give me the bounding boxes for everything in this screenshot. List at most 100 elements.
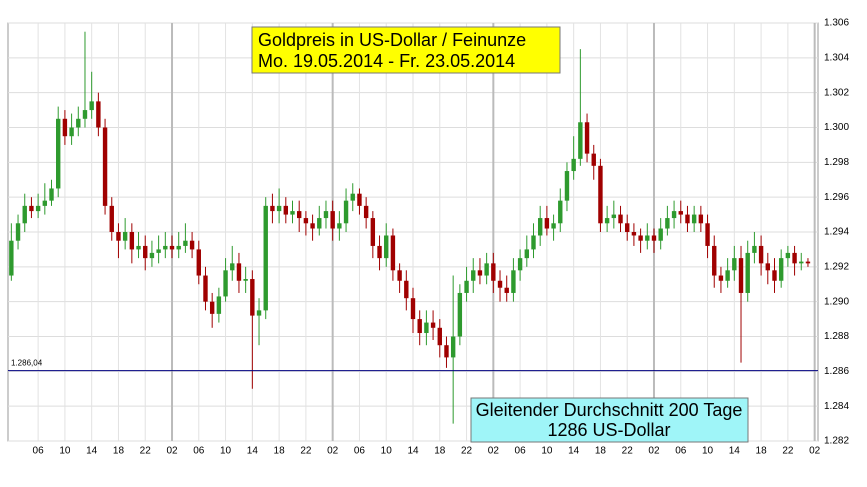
candle-body <box>69 127 74 137</box>
candle-body <box>89 101 94 111</box>
candle-body <box>785 252 791 259</box>
candle-body <box>357 193 362 206</box>
y-tick-label: 1.302 <box>824 87 849 98</box>
x-tick-label: 14 <box>568 446 580 457</box>
candle-body <box>738 258 744 293</box>
candle-body <box>544 218 550 229</box>
candle-body <box>270 205 275 212</box>
x-tick-label: 10 <box>541 446 553 457</box>
candle-body <box>343 200 349 224</box>
candle-body <box>457 292 463 337</box>
candle-body <box>484 263 489 276</box>
candle-body <box>665 218 670 229</box>
title-box <box>251 26 561 74</box>
candle-body <box>35 205 41 212</box>
x-tick-label: 06 <box>354 446 366 457</box>
candle-body <box>524 249 530 259</box>
candle-body <box>732 258 737 271</box>
candle-body <box>143 245 148 259</box>
x-tick-label: 22 <box>782 446 794 457</box>
x-tick-label: 18 <box>274 446 286 457</box>
x-tick-label: 02 <box>166 446 178 457</box>
x-tick-label: 14 <box>407 446 419 457</box>
candle-body <box>604 218 610 224</box>
candle-body <box>752 245 757 253</box>
candle-body <box>350 193 355 201</box>
candle-body <box>625 223 630 232</box>
x-tick-label: 02 <box>648 446 660 457</box>
x-tick-label: 22 <box>461 446 473 457</box>
candle-body <box>658 228 663 241</box>
candle-body <box>404 280 409 299</box>
candle-body <box>671 211 677 219</box>
y-tick-label: 1.292 <box>824 261 849 272</box>
x-tick-label: 10 <box>59 446 71 457</box>
x-tick-label: 06 <box>193 446 205 457</box>
candle-body <box>799 261 804 264</box>
candle-body <box>243 279 248 281</box>
candle-body <box>638 235 643 241</box>
candle-body <box>471 270 476 281</box>
candle-body <box>102 127 108 206</box>
candle-body <box>698 214 704 224</box>
candle-body <box>578 122 583 159</box>
candle-body <box>216 296 222 314</box>
candle-body <box>571 158 576 172</box>
candle-body <box>564 171 570 201</box>
candle-body <box>323 211 329 219</box>
candle-body <box>678 211 683 215</box>
candle-body <box>9 240 14 276</box>
candle-body <box>136 245 141 250</box>
candle-body <box>551 223 556 229</box>
candle-body <box>712 245 717 276</box>
candle-body <box>685 214 690 224</box>
x-tick-label: 06 <box>675 446 687 457</box>
candle-body <box>410 298 416 320</box>
x-tick-label: 22 <box>622 446 634 457</box>
candle-body <box>223 270 228 297</box>
candle-body <box>437 327 442 346</box>
candle-body <box>450 336 456 358</box>
y-tick-label: 1.286 <box>824 366 849 377</box>
candle-body <box>765 263 770 271</box>
y-tick-label: 1.300 <box>824 122 849 133</box>
candle-body <box>303 218 309 224</box>
candle-body <box>56 118 61 189</box>
candle-body <box>156 249 161 253</box>
x-tick-label: 18 <box>595 446 607 457</box>
candle-body <box>203 275 208 302</box>
x-tick-label: 18 <box>434 446 446 457</box>
candle-body <box>511 270 516 293</box>
candle-body <box>183 240 188 246</box>
x-tick-label: 22 <box>140 446 152 457</box>
x-tick-label: 06 <box>33 446 45 457</box>
candle-body <box>477 270 483 276</box>
candle-body <box>584 122 590 154</box>
chart-subtitle: Mo. 19.05.2014 - Fr. 23.05.2014 <box>258 51 515 71</box>
candle-body <box>250 279 255 316</box>
candle-body <box>537 218 543 236</box>
y-tick-label: 1.304 <box>824 52 849 63</box>
candle-body <box>464 280 469 293</box>
x-tick-label: 18 <box>756 446 768 457</box>
y-tick-label: 1.294 <box>824 227 849 238</box>
candle-body <box>163 245 168 250</box>
candle-body <box>310 223 315 229</box>
candle-body <box>430 322 436 328</box>
candle-body <box>62 118 68 137</box>
candle-body <box>122 232 128 241</box>
candle-body <box>778 258 784 281</box>
candle-body <box>370 218 376 246</box>
candle-body <box>618 214 623 224</box>
candle-body <box>705 223 710 246</box>
x-tick-label: 02 <box>488 446 500 457</box>
candle-body <box>424 322 429 334</box>
candle-body <box>96 101 101 128</box>
x-tick-label: 18 <box>113 446 125 457</box>
candle-body <box>22 205 27 224</box>
candle-body <box>611 214 617 219</box>
overlay: Goldpreis in US-Dollar / Feinunze Mo. 19… <box>251 26 749 443</box>
candle-body <box>109 205 114 232</box>
candle-body <box>82 110 88 119</box>
